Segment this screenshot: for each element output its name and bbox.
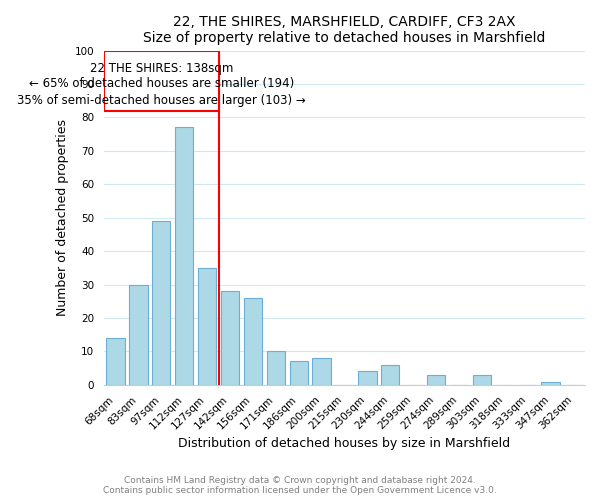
Bar [381,365,400,385]
Bar [541,382,560,385]
Bar [427,375,445,385]
Bar [266,352,285,385]
Bar [244,298,262,385]
Bar [152,221,170,385]
Bar [129,284,148,385]
Text: 22 THE SHIRES: 138sqm: 22 THE SHIRES: 138sqm [89,62,233,75]
Bar [198,268,216,385]
Text: ← 65% of detached houses are smaller (194): ← 65% of detached houses are smaller (19… [29,78,294,90]
Bar [104,50,218,110]
Text: Contains HM Land Registry data © Crown copyright and database right 2024.
Contai: Contains HM Land Registry data © Crown c… [103,476,497,495]
Bar [290,362,308,385]
Y-axis label: Number of detached properties: Number of detached properties [56,119,69,316]
Bar [358,372,377,385]
Text: 35% of semi-detached houses are larger (103) →: 35% of semi-detached houses are larger (… [17,94,305,107]
Bar [221,292,239,385]
Bar [175,128,193,385]
Bar [473,375,491,385]
X-axis label: Distribution of detached houses by size in Marshfield: Distribution of detached houses by size … [178,437,511,450]
Title: 22, THE SHIRES, MARSHFIELD, CARDIFF, CF3 2AX
Size of property relative to detach: 22, THE SHIRES, MARSHFIELD, CARDIFF, CF3… [143,15,545,45]
Bar [313,358,331,385]
Bar [106,338,125,385]
